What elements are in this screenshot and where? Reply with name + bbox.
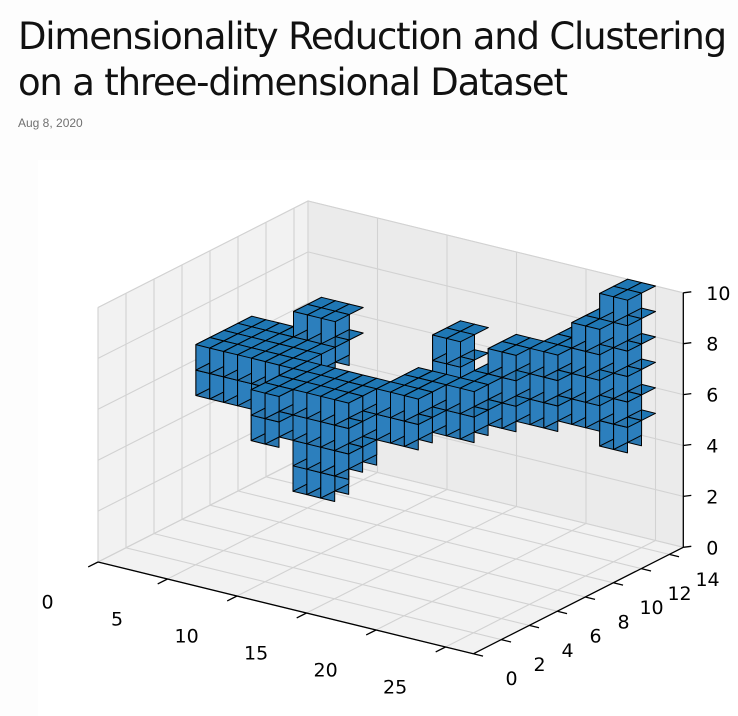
x-tick-label: 10 [175, 625, 199, 647]
x-tick-mark [365, 629, 377, 636]
z-tick-mark [683, 443, 692, 447]
x-tick-label: 20 [314, 659, 338, 681]
x-tick-mark [226, 595, 238, 602]
y-tick-mark [501, 638, 512, 643]
x-tick-mark [296, 612, 307, 619]
z-tick-mark [683, 392, 692, 396]
y-tick-mark [529, 624, 540, 629]
y-tick-label: 14 [695, 569, 719, 591]
x-axis-line [97, 561, 474, 655]
x-tick-mark [87, 561, 99, 568]
z-tick-mark [683, 494, 692, 498]
y-tick-mark [669, 553, 680, 558]
x-tick-label: 0 [42, 591, 54, 613]
x-tick-label: 25 [383, 676, 407, 698]
y-tick-label: 4 [561, 640, 573, 662]
voxel [432, 327, 461, 365]
voxel [264, 385, 294, 423]
gridline-z [97, 200, 684, 308]
z-tick-mark [683, 342, 692, 345]
voxel [195, 337, 225, 374]
y-tick-label: 8 [617, 611, 629, 633]
y-tick-mark [557, 610, 568, 615]
z-tick-mark [683, 291, 692, 294]
voxel [459, 380, 489, 418]
voxel [501, 344, 531, 382]
y-tick-label: 12 [667, 583, 691, 605]
z-tick-label: 2 [706, 486, 718, 508]
z-tick-label: 10 [706, 283, 730, 305]
voxel [529, 340, 559, 378]
gridline-z [97, 251, 684, 359]
voxel [237, 347, 266, 385]
voxel [599, 285, 629, 323]
x-tick-label: 15 [244, 642, 268, 664]
voxel [543, 344, 573, 382]
voxel [320, 310, 350, 348]
x-tick-mark [435, 646, 446, 653]
voxel [613, 289, 642, 327]
y-tick-label: 6 [589, 626, 601, 648]
voxel [306, 307, 336, 345]
voxel [446, 330, 475, 368]
z-tick-label: 0 [706, 537, 718, 559]
voxel [571, 315, 601, 352]
voxel [403, 388, 433, 425]
y-tick-mark [473, 653, 484, 657]
x-tick-label: 5 [111, 608, 123, 630]
voxel [292, 381, 322, 419]
voxel [251, 350, 280, 388]
y-tick-label: 2 [533, 654, 545, 676]
y-tick-mark [641, 567, 652, 572]
y-tick-label: 0 [505, 668, 517, 690]
z-tick-label: 8 [706, 334, 718, 356]
voxel [306, 385, 336, 423]
y-axis-line [473, 546, 684, 655]
y-tick-mark [585, 596, 596, 601]
voxel [585, 318, 615, 356]
voxel-plot-figure: 0 5 10 15 20 25 0 2 4 6 8 10 12 14 0 2 4 6 8 10 [38, 160, 738, 716]
voxel [390, 384, 419, 422]
post-date: Aug 8, 2020 [18, 116, 83, 130]
voxel [334, 392, 364, 429]
voxel [293, 303, 322, 341]
x-tick-mark [157, 578, 168, 585]
z-tick-label: 6 [706, 385, 718, 407]
post-title: Dimensionality Reduction and Clustering … [18, 15, 727, 104]
z-tick-label: 4 [706, 436, 718, 458]
z-tick-mark [683, 545, 692, 548]
y-tick-mark [613, 582, 624, 586]
voxel [376, 381, 405, 419]
y-tick-label: 10 [639, 597, 663, 619]
